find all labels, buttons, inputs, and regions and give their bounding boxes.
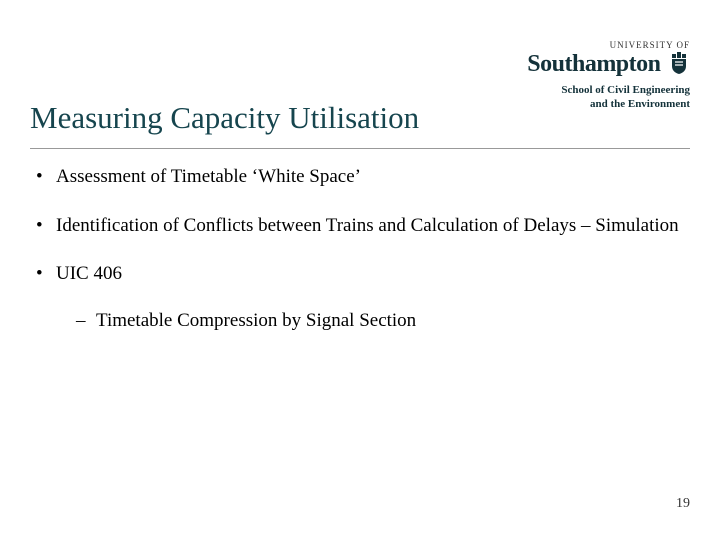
sub-bullet-1: Timetable Compression by Signal Section [76, 309, 690, 334]
logo-university-name: Southampton [527, 52, 690, 79]
bullet-list: Assessment of Timetable ‘White Space’ Id… [30, 165, 690, 334]
bullet-3-text: UIC 406 [56, 263, 122, 284]
logo-school-line1: School of Civil Engineering [561, 84, 690, 96]
logo-crest-icon [672, 52, 690, 79]
university-logo-block: UNIVERSITY OF Southampton School of Civi… [527, 40, 690, 112]
logo-school-line2: and the Environment [590, 98, 690, 110]
logo-school-name: School of Civil Engineering and the Envi… [527, 83, 690, 112]
logo-university-of: UNIVERSITY OF [527, 40, 690, 50]
bullet-3: UIC 406 Timetable Compression by Signal … [30, 262, 690, 333]
slide-content: Assessment of Timetable ‘White Space’ Id… [30, 165, 690, 358]
bullet-2: Identification of Conflicts between Trai… [30, 214, 690, 239]
page-number: 19 [676, 496, 690, 512]
sub-bullet-list: Timetable Compression by Signal Section [56, 309, 690, 334]
bullet-1: Assessment of Timetable ‘White Space’ [30, 165, 690, 190]
slide-title: Measuring Capacity Utilisation [30, 100, 419, 136]
logo-name-text: Southampton [527, 51, 660, 77]
title-underline [30, 148, 690, 149]
